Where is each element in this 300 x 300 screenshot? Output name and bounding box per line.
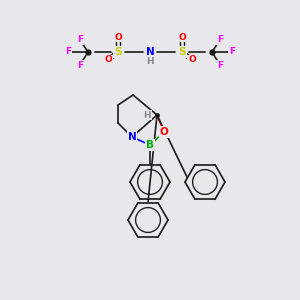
Text: O: O: [104, 56, 112, 64]
Text: F: F: [229, 47, 235, 56]
Text: F: F: [65, 47, 71, 56]
Text: O: O: [178, 32, 186, 41]
Text: N: N: [128, 132, 136, 142]
Text: N: N: [146, 47, 154, 57]
Text: O: O: [188, 56, 196, 64]
Text: S: S: [178, 47, 186, 57]
Text: O: O: [114, 32, 122, 41]
Text: H: H: [143, 110, 151, 119]
Text: F: F: [217, 35, 223, 44]
Text: F: F: [77, 35, 83, 44]
Text: B: B: [146, 140, 154, 150]
Text: F: F: [217, 61, 223, 70]
Text: S: S: [114, 47, 122, 57]
Text: H: H: [146, 58, 154, 67]
Text: F: F: [77, 61, 83, 70]
Text: O: O: [160, 127, 168, 137]
